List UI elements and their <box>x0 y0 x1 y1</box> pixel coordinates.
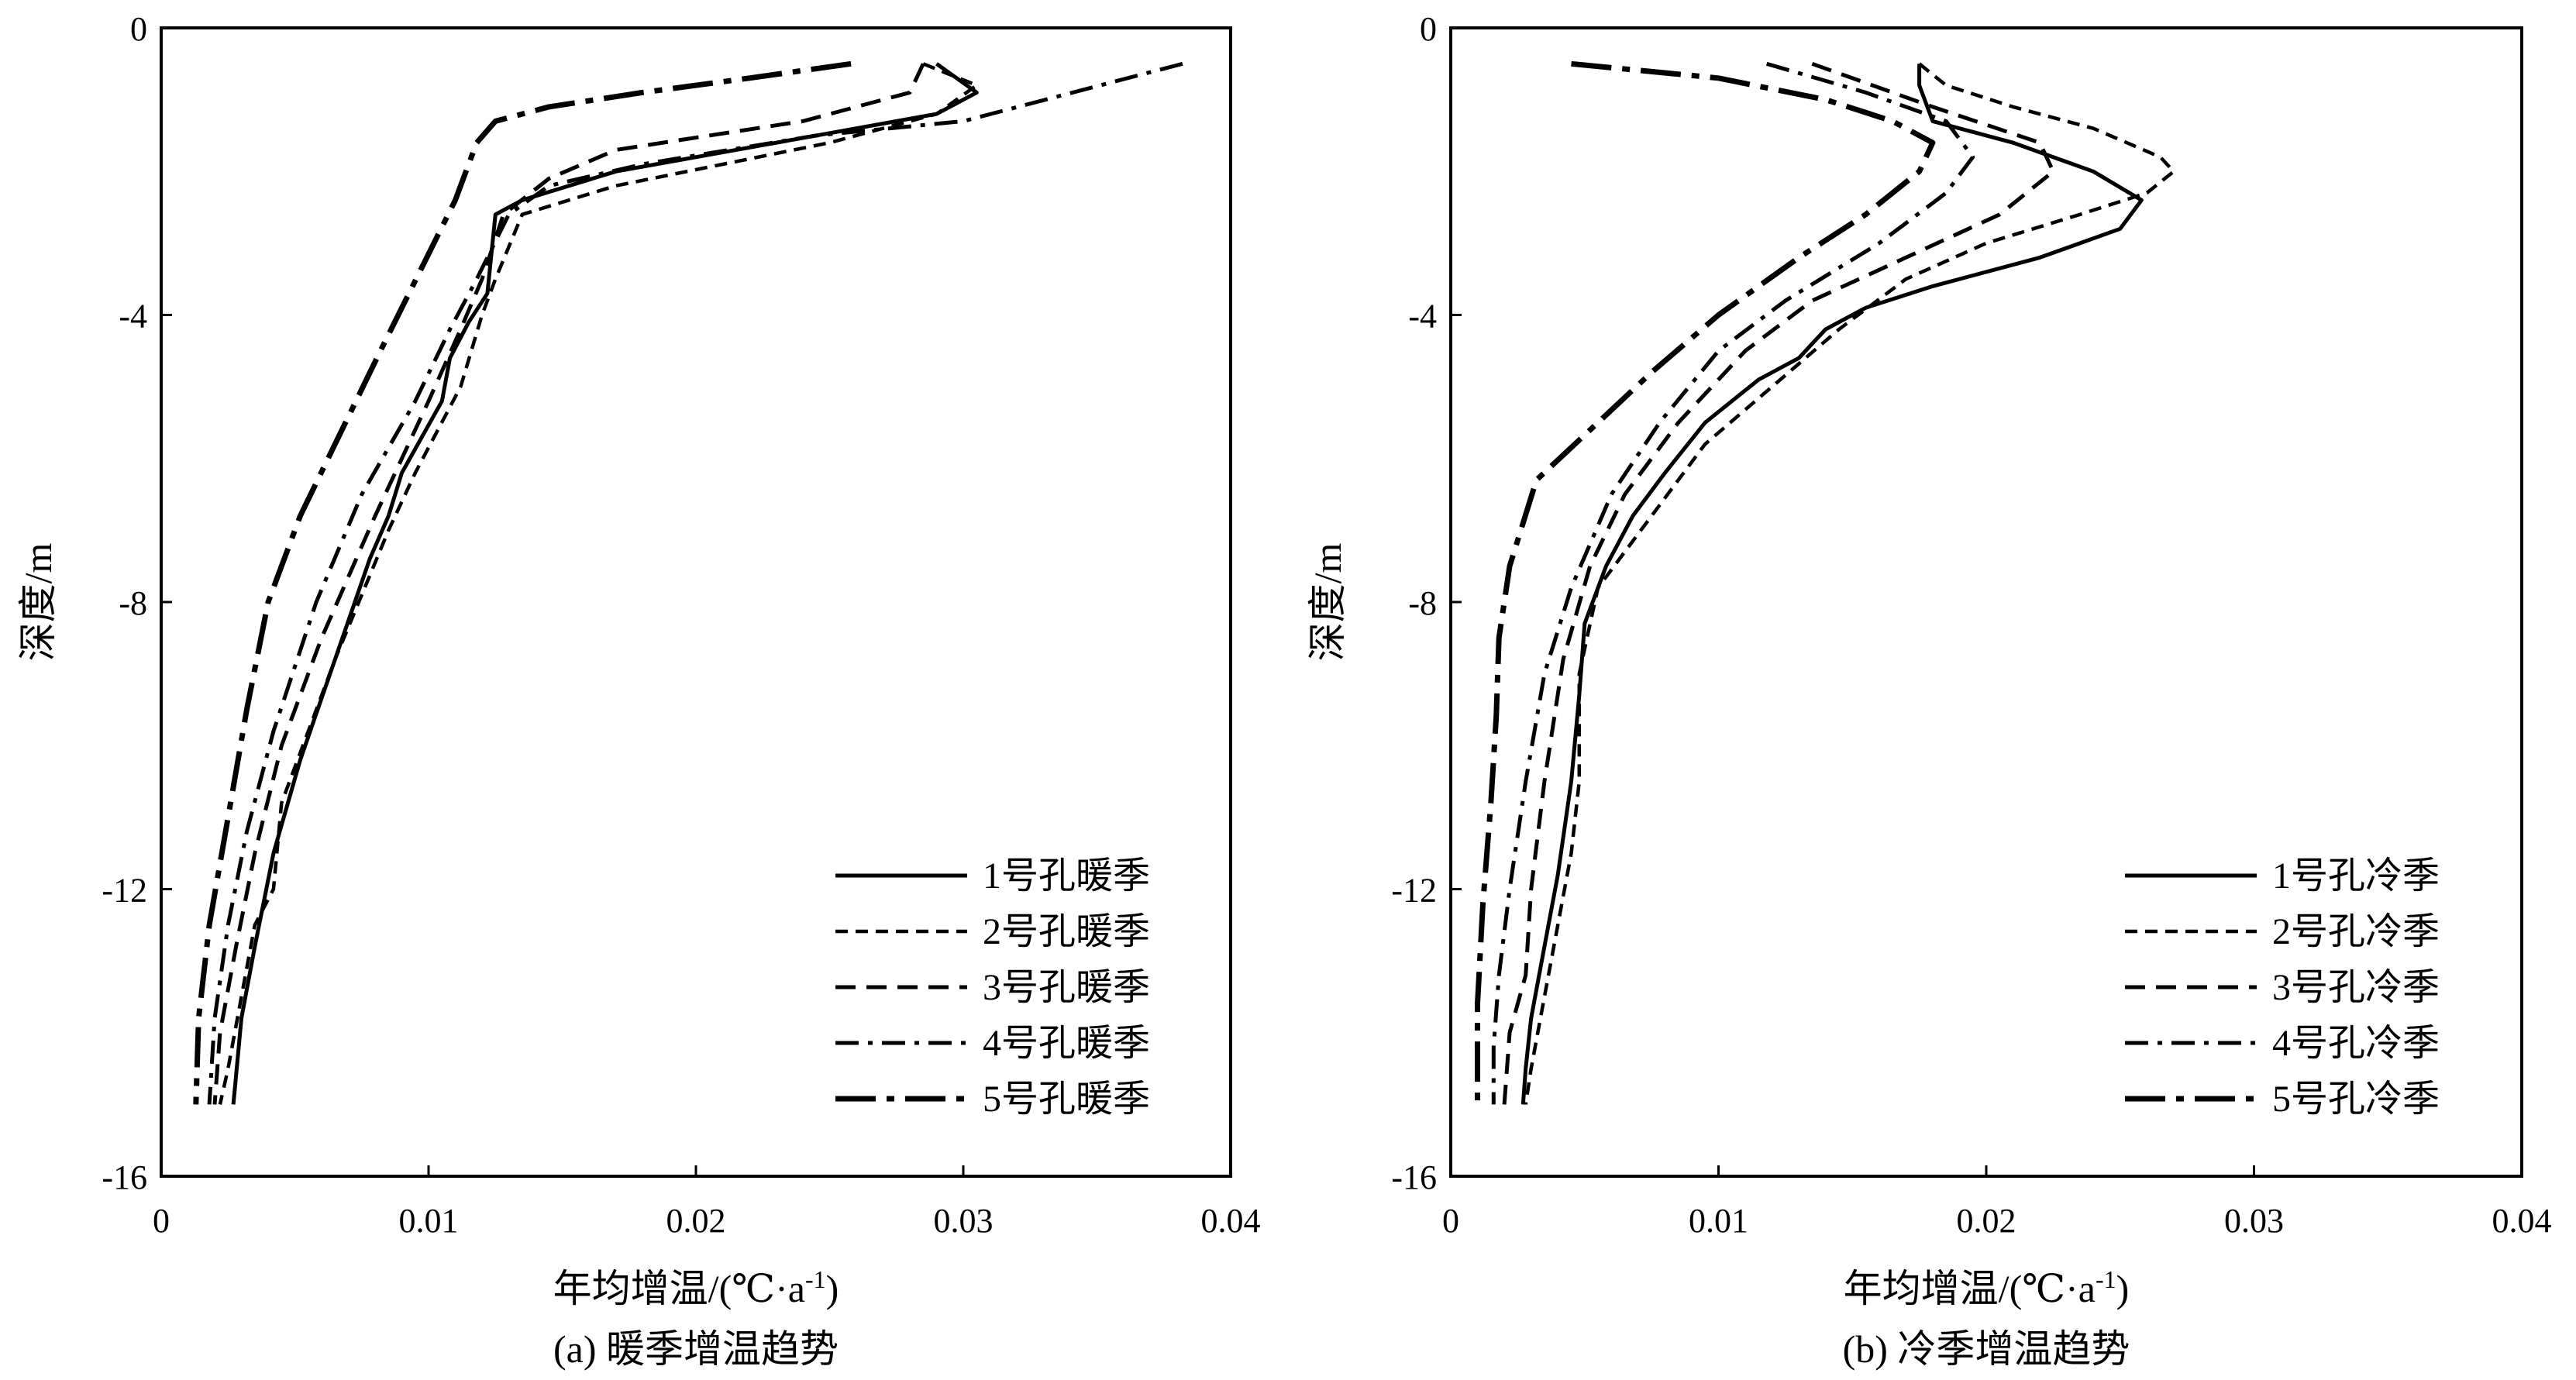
series-line-2 <box>1524 62 2176 1105</box>
y-tick-label: -4 <box>1408 298 1437 336</box>
y-tick-label: -16 <box>1391 1158 1437 1196</box>
y-tick-label: -4 <box>119 298 147 336</box>
series-line-2 <box>218 62 979 1105</box>
chart-panel-1: 0 0.01 0.02 0.03 0.04 0 -4 -8 -12 -16 年均增温/(℃·a-1)… <box>16 10 1261 1371</box>
legend-label-5: 5号孔冷季 <box>2272 1079 2440 1120</box>
x-tick-label: 0 <box>1442 1202 1459 1240</box>
y-axis-label: 深度/m <box>1306 543 1349 662</box>
x-axis-label: 年均增温/(℃·a-1) <box>1844 1265 2130 1310</box>
x-tick-label: 0.01 <box>1689 1202 1748 1240</box>
x-tick-label: 0.04 <box>1201 1202 1261 1240</box>
series-line-1 <box>1520 64 2144 1105</box>
y-tick-label: -12 <box>1391 872 1437 910</box>
series-line-4 <box>207 61 1183 1105</box>
y-tick-label: -8 <box>1408 584 1437 622</box>
legend-label-3: 3号孔冷季 <box>2272 967 2440 1008</box>
legend: 1号孔暖季 2号孔暖季 3号孔暖季 4号孔暖季 5号孔暖季 <box>835 855 1150 1120</box>
legend-label-4: 4号孔暖季 <box>983 1023 1150 1064</box>
legend-label-1: 1号孔暖季 <box>983 855 1150 896</box>
y-tick-label: 0 <box>1420 10 1437 48</box>
legend-label-1: 1号孔冷季 <box>2272 855 2440 896</box>
y-tick-label: -8 <box>119 584 147 622</box>
legend-label-4: 4号孔冷季 <box>2272 1023 2440 1064</box>
series-line-4 <box>1491 61 1975 1105</box>
legend-label-3: 3号孔暖季 <box>983 967 1150 1008</box>
x-tick-label: 0.01 <box>399 1202 459 1240</box>
series-line-3 <box>212 63 925 1105</box>
legend: 1号孔冷季 2号孔冷季 3号孔冷季 4号孔冷季 5号孔冷季 <box>2125 855 2440 1120</box>
legend-label-2: 2号孔冷季 <box>2272 911 2440 952</box>
x-tick-label: 0.03 <box>2224 1202 2284 1240</box>
legend-label-2: 2号孔暖季 <box>983 911 1150 952</box>
x-axis-label: 年均增温/(℃·a-1) <box>553 1265 839 1310</box>
y-tick-label: 0 <box>130 10 147 48</box>
series-line-5 <box>1475 60 1936 1105</box>
y-axis-label: 深度/m <box>16 543 60 662</box>
chart-panel-2: 0 0.01 0.02 0.03 0.04 0 -4 -8 -12 -16 年均增温/(℃·a-1)… <box>1306 10 2552 1371</box>
series-line-5 <box>193 60 852 1105</box>
x-tick-label: 0.04 <box>2492 1202 2552 1240</box>
panel-caption: (b) 冷季增温趋势 <box>1843 1327 2130 1371</box>
legend-label-5: 5号孔暖季 <box>983 1079 1150 1120</box>
x-tick-label: 0.02 <box>666 1202 726 1240</box>
panel-caption: (a) 暖季增温趋势 <box>553 1327 839 1371</box>
series-line-1 <box>231 62 979 1105</box>
x-tick-label: 0.02 <box>1957 1202 2016 1240</box>
x-tick-label: 0 <box>153 1202 170 1240</box>
y-tick-label: -12 <box>102 872 147 910</box>
series-line-3 <box>1502 61 2055 1105</box>
x-tick-label: 0.03 <box>934 1202 994 1240</box>
y-tick-label: -16 <box>102 1158 147 1196</box>
